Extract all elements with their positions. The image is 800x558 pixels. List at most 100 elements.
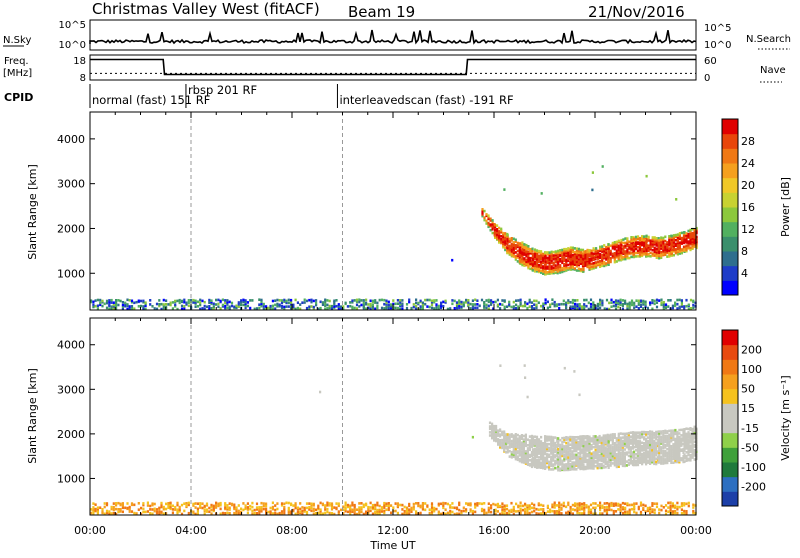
power-cell: [203, 300, 206, 304]
velocity-cell: [559, 449, 562, 453]
velocity-cell: [674, 504, 677, 508]
power-cell: [608, 307, 611, 311]
velocity-cell: [546, 455, 549, 458]
velocity-cell: [380, 510, 384, 513]
power-cell: [607, 254, 610, 257]
velocity-cell: [582, 458, 585, 462]
velocity-cell: [674, 428, 677, 432]
power-cell: [458, 304, 461, 308]
velocity-cell: [670, 445, 673, 448]
power-cell: [144, 307, 147, 311]
velocity-cell: [531, 449, 535, 453]
velocity-cell: [271, 501, 274, 505]
power-cell: [535, 252, 539, 256]
power-cell: [660, 252, 663, 256]
power-cell: [658, 239, 661, 242]
power-cell: [199, 301, 202, 304]
velocity-cell: [251, 505, 254, 509]
velocity-cell: [533, 459, 537, 462]
velocity-cell: [664, 509, 668, 513]
velocity-cell: [335, 506, 338, 510]
power-cell: [672, 241, 675, 244]
velocity-cell: [449, 506, 452, 509]
velocity-cell: [319, 512, 322, 516]
power-cell: [691, 237, 694, 240]
velocity-cell: [685, 440, 688, 443]
velocity-cell: [617, 432, 620, 436]
velocity-cell: [615, 448, 618, 452]
power-cell: [674, 303, 677, 307]
velocity-cell: [537, 456, 541, 459]
power-cell: [115, 302, 118, 306]
velocity-cell: [228, 506, 231, 510]
velocity-cell: [685, 447, 688, 450]
velocity-cell: [685, 445, 688, 448]
power-cell: [440, 306, 443, 310]
velocity-cell: [167, 504, 170, 507]
power-cell: [617, 258, 620, 262]
power-cell: [586, 262, 589, 265]
velocity-cell: [567, 510, 570, 514]
velocity-cell: [603, 508, 606, 512]
power-cell: [92, 305, 95, 309]
velocity-cell: [649, 436, 652, 439]
power-cell: [615, 254, 618, 258]
velocity-cell: [540, 466, 543, 469]
velocity-cell: [401, 503, 404, 507]
velocity-cell: [153, 509, 156, 513]
power-cell: [383, 298, 386, 302]
power-cell: [590, 257, 593, 260]
velocity-cell: [512, 453, 515, 457]
velocity-cell: [636, 456, 640, 459]
velocity-cell: [660, 508, 663, 512]
power-cell: [419, 305, 422, 308]
power-cell: [552, 263, 555, 267]
velocity-cell: [588, 458, 591, 461]
power-cell: [142, 305, 145, 308]
velocity-cell: [655, 450, 658, 453]
velocity-cell: [255, 502, 259, 506]
power-cell: [285, 305, 288, 308]
velocity-cell: [503, 446, 506, 450]
velocity-cell: [544, 436, 547, 440]
power-cell: [96, 304, 99, 308]
velocity-cell: [676, 436, 679, 439]
power-cell: [519, 260, 522, 264]
velocity-cell: [508, 435, 511, 439]
power-cell: [675, 198, 678, 201]
velocity-cell: [647, 456, 650, 459]
velocity-cell: [569, 435, 572, 439]
power-cell: [531, 247, 534, 251]
velocity-cell: [240, 507, 243, 511]
velocity-cell: [693, 440, 696, 443]
velocity-cell: [642, 506, 645, 510]
power-cell: [504, 232, 507, 235]
power-cell: [649, 251, 652, 255]
power-cell: [641, 248, 644, 251]
power-cell: [446, 307, 449, 311]
velocity-cell: [674, 439, 677, 443]
velocity-cell: [619, 451, 622, 455]
velocity-cell: [609, 460, 612, 463]
velocity-cell: [503, 430, 506, 433]
velocity-cell: [503, 512, 506, 515]
power-cell: [579, 257, 582, 261]
velocity-cell: [531, 436, 535, 440]
power-cell: [573, 267, 576, 270]
velocity-cell: [478, 502, 481, 505]
velocity-cell: [569, 507, 572, 511]
colorbar-cell: [722, 236, 738, 252]
power-cell: [169, 301, 172, 305]
power-cell: [525, 250, 528, 254]
velocity-cell: [383, 504, 386, 508]
power-cell: [117, 303, 120, 307]
velocity-cell: [550, 464, 553, 467]
power-cell: [626, 240, 629, 244]
velocity-cell: [235, 506, 238, 509]
velocity-cell: [237, 512, 240, 515]
power-cell: [603, 251, 606, 254]
power-cell: [647, 244, 650, 247]
power-cell: [485, 219, 488, 223]
velocity-cell: [492, 502, 495, 506]
power-cell: [535, 306, 538, 310]
